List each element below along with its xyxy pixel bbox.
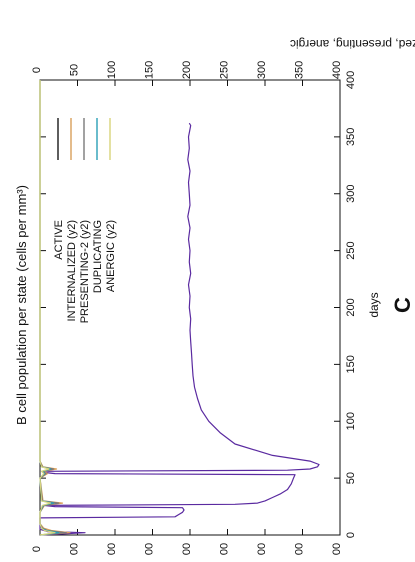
y-tick-label: 00 (294, 543, 306, 555)
y-axis-right: 0 50 100 150 200 250 300 350 400 (31, 61, 343, 86)
y2-tick-label: 150 (144, 61, 156, 79)
y2-axis-label: internalized, presenting, anergic (290, 37, 415, 51)
x-tick-label: 200 (345, 298, 357, 316)
x-tick-label: 350 (345, 128, 357, 146)
y-tick-label: 00 (331, 543, 343, 555)
y2-tick-label: 250 (219, 61, 231, 79)
x-tick-label: 250 (345, 241, 357, 259)
series-line-anergic-y2 (39, 80, 56, 536)
legend-label: INTERNALIZED (y2) (66, 220, 78, 321)
x-tick-label: 150 (345, 355, 357, 373)
legend-label: ACTIVE (53, 220, 65, 260)
y2-tick-label: 0 (31, 67, 43, 73)
y2-tick-label: 50 (69, 64, 81, 76)
y-tick-label: 00 (144, 543, 156, 555)
legend: ACTIVE INTERNALIZED (y2) PRESENTING-2 (y2)… (53, 118, 117, 323)
x-axis-label: days (367, 292, 381, 317)
y2-tick-label: 400 (331, 61, 343, 79)
y2-tick-label: 200 (181, 61, 193, 79)
y2-tick-label: 350 (294, 61, 306, 79)
y-tick-label: 00 (69, 543, 81, 555)
legend-label: DUPLICATING (92, 220, 104, 293)
y-tick-label: 00 (219, 543, 231, 555)
legend-label: PRESENTING-2 (y2) (79, 220, 91, 323)
y-tick-label: 00 (106, 543, 118, 555)
x-tick-label: 50 (345, 472, 357, 484)
x-tick-label: 300 (345, 185, 357, 203)
x-tick-label: 400 (345, 71, 357, 89)
y-axis-left: 0 00 00 00 00 00 00 00 00 (31, 529, 343, 555)
y-tick-label: 0 (31, 546, 43, 552)
y2-tick-label: 300 (256, 61, 268, 79)
chart-title: B cell population per state (cells per m… (14, 185, 29, 425)
y2-tick-label: 100 (106, 61, 118, 79)
x-tick-label: 100 (345, 412, 357, 430)
series-line-active (39, 122, 320, 536)
x-axis: 0 50 100 150 200 250 300 350 400 (40, 71, 357, 538)
series-lines (39, 80, 320, 536)
x-tick-label: 0 (345, 532, 357, 538)
panel-label: C (390, 297, 415, 313)
y-tick-label: 00 (256, 543, 268, 555)
y-tick-label: 00 (181, 543, 193, 555)
legend-label: ANERGIC (y2) (105, 220, 117, 292)
